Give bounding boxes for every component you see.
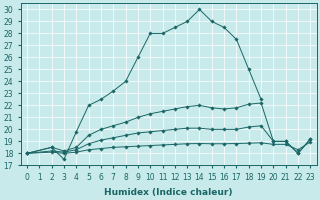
- X-axis label: Humidex (Indice chaleur): Humidex (Indice chaleur): [104, 188, 233, 197]
